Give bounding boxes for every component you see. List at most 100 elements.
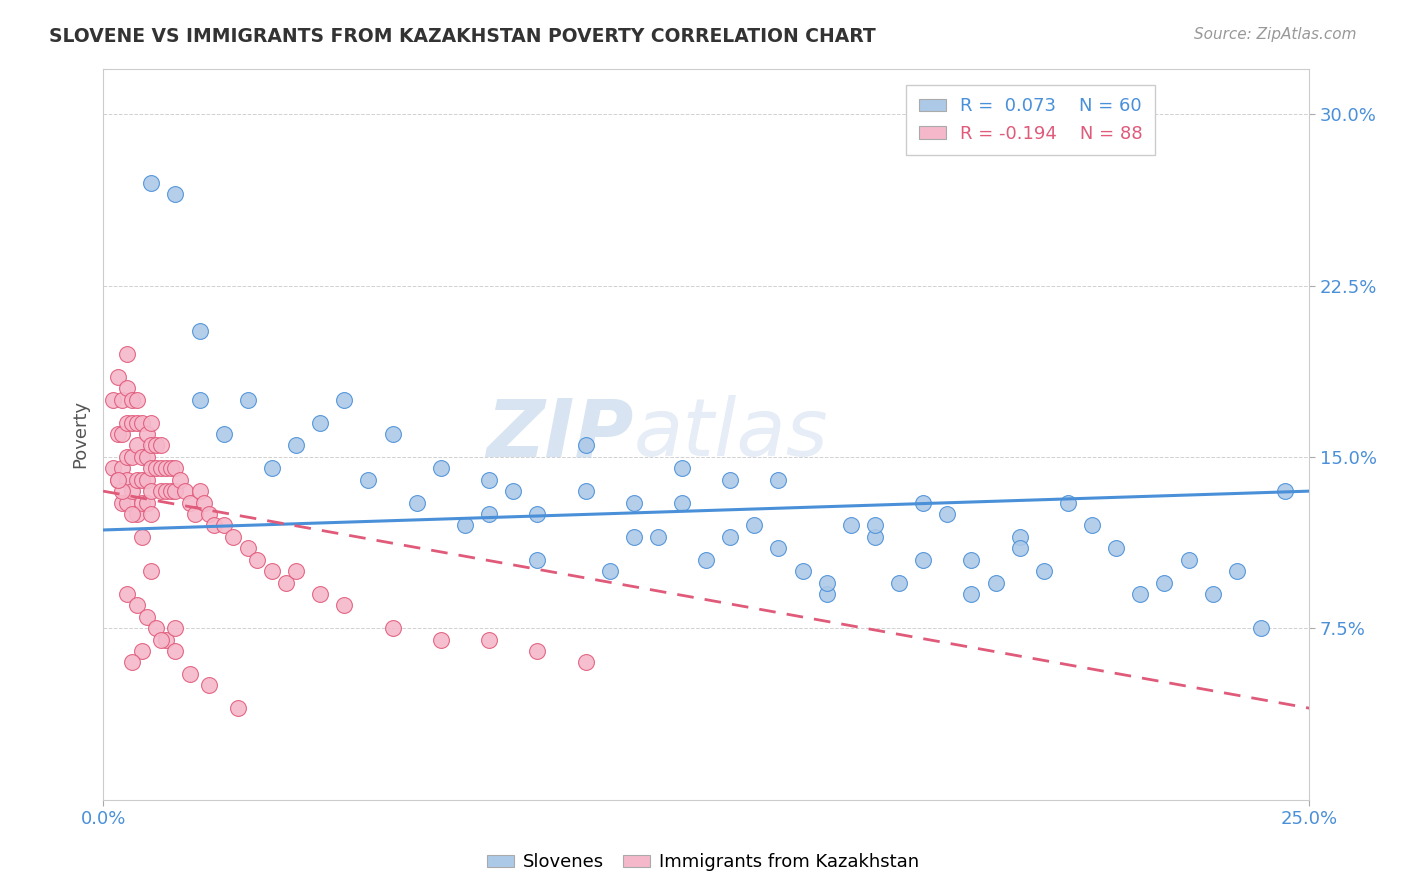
Point (309, 416, 332, 430)
Point (107, 473, 129, 487)
Point (984, 575, 1007, 590)
Point (165, 187, 187, 202)
Point (1032, 564, 1054, 578)
Point (198, 678, 221, 692)
Point (131, 530, 153, 544)
Point (131, 644, 153, 658)
Point (121, 416, 143, 430)
Point (912, 495, 935, 509)
Text: atlas: atlas (634, 395, 828, 473)
Point (121, 392, 143, 407)
Point (381, 427, 404, 442)
Point (188, 484, 211, 499)
Point (623, 495, 645, 509)
Point (135, 450, 157, 464)
Point (454, 518, 477, 533)
Point (125, 507, 148, 521)
Point (647, 530, 669, 544)
Point (333, 392, 356, 407)
Point (141, 507, 163, 521)
Point (623, 530, 645, 544)
Point (226, 701, 249, 715)
Point (1008, 530, 1031, 544)
Point (526, 507, 548, 521)
Point (285, 438, 308, 452)
Point (121, 450, 143, 464)
Point (131, 450, 153, 464)
Point (792, 564, 814, 578)
Point (125, 416, 148, 430)
Point (111, 427, 134, 442)
Point (145, 621, 167, 635)
Point (815, 587, 838, 601)
Point (671, 461, 693, 475)
Point (695, 552, 717, 566)
Point (135, 495, 157, 509)
Point (333, 599, 356, 613)
Point (145, 461, 167, 475)
Point (141, 461, 163, 475)
Point (179, 666, 201, 681)
Point (131, 416, 153, 430)
Point (936, 507, 959, 521)
Point (193, 495, 215, 509)
Point (1105, 541, 1128, 556)
Point (150, 632, 173, 647)
Point (246, 552, 269, 566)
Point (212, 518, 235, 533)
Point (117, 450, 139, 464)
Point (188, 392, 211, 407)
Point (117, 495, 139, 509)
Point (222, 530, 245, 544)
Point (671, 495, 693, 509)
Point (101, 461, 124, 475)
Point (150, 438, 173, 452)
Point (117, 587, 139, 601)
Point (1177, 552, 1199, 566)
Point (1274, 484, 1296, 499)
Text: SLOVENE VS IMMIGRANTS FROM KAZAKHSTAN POVERTY CORRELATION CHART: SLOVENE VS IMMIGRANTS FROM KAZAKHSTAN PO… (49, 27, 876, 45)
Point (125, 473, 148, 487)
Point (212, 427, 235, 442)
Point (912, 552, 935, 566)
Point (1226, 564, 1249, 578)
Point (526, 644, 548, 658)
Point (574, 484, 596, 499)
Point (188, 324, 211, 338)
Point (141, 176, 163, 190)
Point (718, 473, 741, 487)
Point (121, 507, 143, 521)
Point (125, 438, 148, 452)
Point (107, 370, 129, 384)
Point (150, 484, 173, 499)
Legend: Slovenes, Immigrants from Kazakhstan: Slovenes, Immigrants from Kazakhstan (479, 847, 927, 879)
Point (1153, 575, 1175, 590)
Point (502, 484, 524, 499)
Text: Source: ZipAtlas.com: Source: ZipAtlas.com (1194, 27, 1357, 42)
Point (117, 347, 139, 361)
Point (768, 541, 790, 556)
Point (1129, 587, 1152, 601)
Point (165, 484, 187, 499)
Point (141, 416, 163, 430)
Point (718, 530, 741, 544)
Point (131, 473, 153, 487)
Point (159, 484, 181, 499)
Point (184, 507, 207, 521)
Point (1250, 621, 1272, 635)
Point (960, 552, 983, 566)
Point (174, 484, 197, 499)
Point (111, 392, 134, 407)
Point (135, 609, 157, 624)
Point (135, 473, 157, 487)
Point (165, 644, 187, 658)
Point (574, 656, 596, 670)
Point (768, 473, 790, 487)
Point (125, 392, 148, 407)
Point (381, 621, 404, 635)
Point (478, 632, 501, 647)
Point (150, 461, 173, 475)
Point (1008, 541, 1031, 556)
Point (526, 552, 548, 566)
Y-axis label: Poverty: Poverty (72, 400, 89, 468)
